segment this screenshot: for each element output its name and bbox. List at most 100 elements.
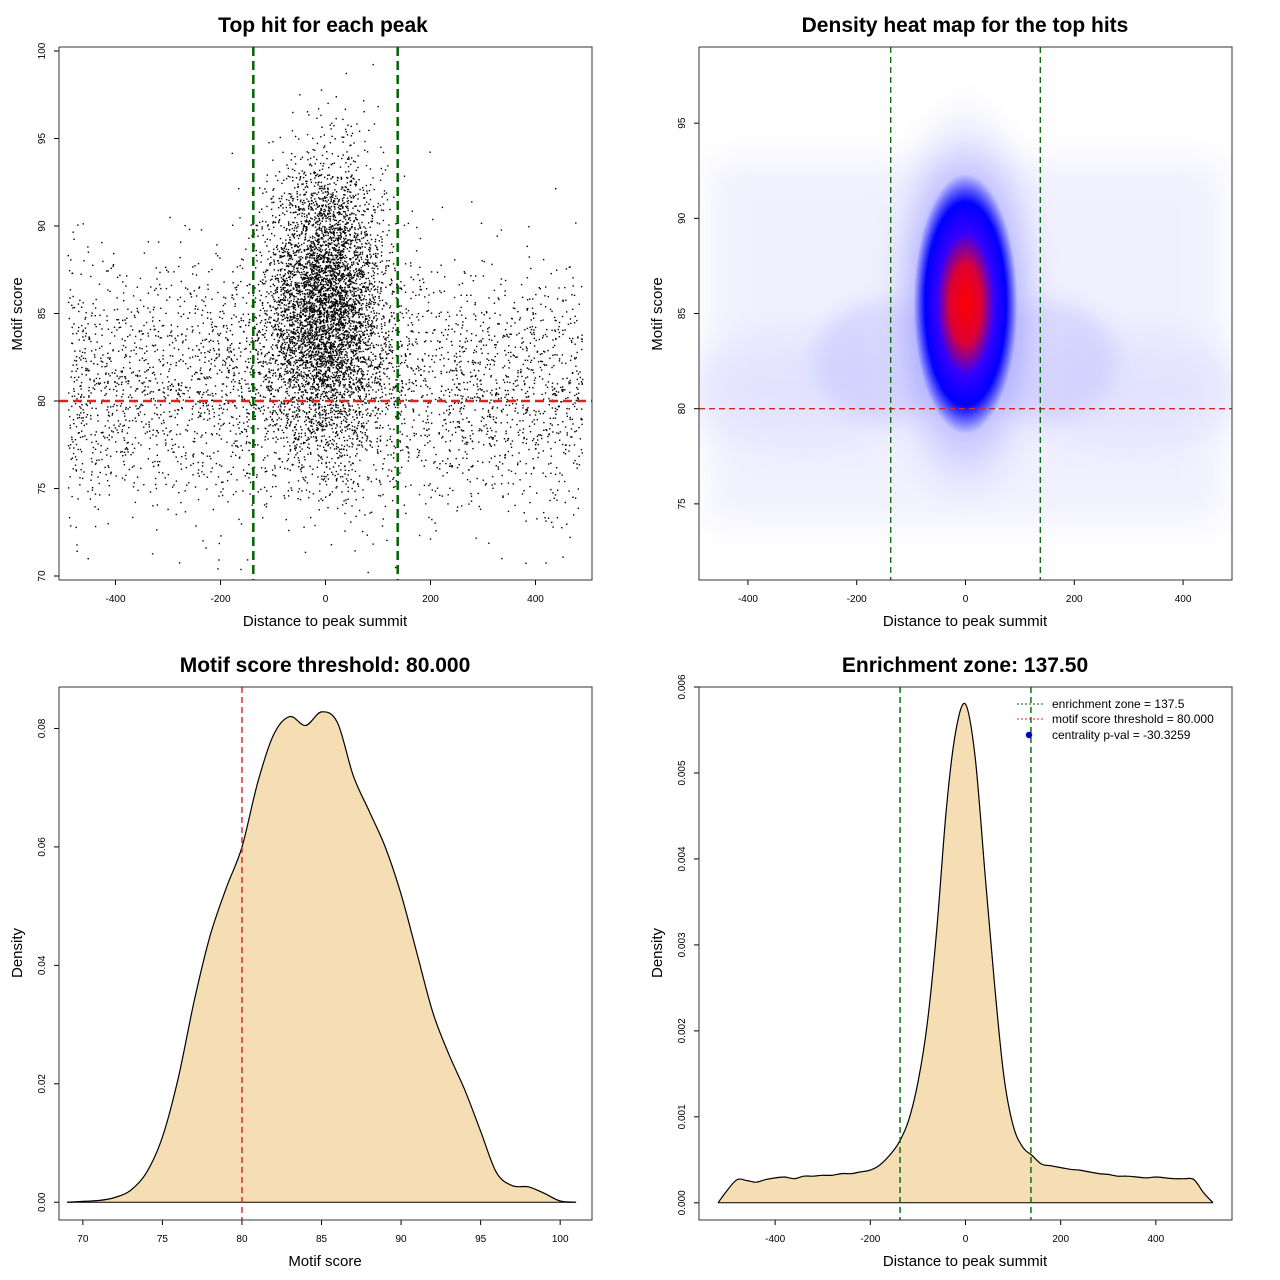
scatter-point xyxy=(318,217,320,220)
scatter-point xyxy=(343,202,346,204)
distance-density-ylabel: Density xyxy=(649,927,666,978)
scatter-point xyxy=(350,197,352,199)
scatter-point xyxy=(288,262,290,265)
scatter-point xyxy=(270,369,273,371)
scatter-point xyxy=(292,198,295,200)
scatter-point xyxy=(332,216,335,218)
scatter-point xyxy=(283,299,285,302)
scatter-point xyxy=(297,403,299,405)
scatter-point xyxy=(319,169,321,172)
scatter-point xyxy=(311,203,313,205)
scatter-point xyxy=(327,257,330,259)
scatter-point xyxy=(329,278,331,280)
scatter-point xyxy=(388,353,390,355)
scatter-point xyxy=(325,297,327,300)
scatter-point xyxy=(323,425,325,427)
scatter-point xyxy=(291,270,294,272)
scatter-point xyxy=(338,278,340,280)
scatter-point xyxy=(340,422,342,425)
scatter-point xyxy=(320,256,322,259)
scatter-point xyxy=(358,311,360,313)
scatter-point xyxy=(320,290,322,292)
scatter-point xyxy=(340,352,343,354)
scatter-point xyxy=(341,186,343,188)
scatter-point xyxy=(267,224,269,226)
scatter-point xyxy=(248,319,251,321)
scatter-point xyxy=(336,452,338,455)
scatter-point xyxy=(320,343,323,346)
scatter-point xyxy=(312,383,314,385)
scatter-point xyxy=(283,255,286,257)
scatter-point xyxy=(299,176,302,178)
scatter-point xyxy=(326,261,328,263)
scatter-point xyxy=(259,251,261,253)
scatter-point xyxy=(348,317,350,320)
scatter-point xyxy=(325,425,327,428)
scatter-point xyxy=(360,426,363,428)
scatter-point xyxy=(380,288,382,290)
scatter-point xyxy=(292,252,295,254)
scatter-point xyxy=(325,271,328,273)
scatter-point xyxy=(330,409,332,412)
scatter-point xyxy=(318,355,320,357)
scatter-point xyxy=(398,305,401,307)
scatter-point xyxy=(301,327,303,329)
scatter-point xyxy=(264,378,266,381)
scatter-point xyxy=(337,264,340,267)
scatter-point xyxy=(272,332,274,334)
scatter-point xyxy=(350,191,352,193)
scatter-point xyxy=(308,344,310,346)
scatter-point xyxy=(338,351,341,353)
scatter-point xyxy=(304,432,306,434)
scatter-point xyxy=(335,223,337,225)
scatter-point xyxy=(337,278,340,280)
scatter-point xyxy=(292,352,294,354)
scatter-point xyxy=(307,261,309,263)
scatter-point xyxy=(266,310,268,312)
scatter-point xyxy=(321,249,324,251)
scatter-point xyxy=(320,360,322,362)
scatter-point xyxy=(339,213,341,215)
scatter-point xyxy=(332,295,334,297)
scatter-point xyxy=(299,94,301,96)
scatter-point xyxy=(309,361,312,363)
scatter-point xyxy=(343,245,345,247)
scatter-point xyxy=(316,273,319,275)
scatter-point xyxy=(314,403,316,406)
scatter-point xyxy=(360,377,363,380)
scatter-point xyxy=(344,420,347,423)
scatter-point xyxy=(328,282,330,284)
scatter-point xyxy=(317,108,320,110)
scatter-point xyxy=(357,233,359,235)
scatter-point xyxy=(294,336,296,339)
scatter-point xyxy=(321,393,324,395)
scatter-point xyxy=(338,412,341,414)
scatter-point xyxy=(335,405,337,407)
scatter-point xyxy=(281,262,284,264)
scatter-point xyxy=(317,335,319,337)
scatter-point xyxy=(310,178,312,181)
scatter-point xyxy=(337,391,339,394)
scatter-point xyxy=(321,204,323,207)
scatter-point xyxy=(362,321,365,323)
scatter-point xyxy=(371,381,374,384)
scatter-point xyxy=(337,323,340,325)
scatter-point xyxy=(324,405,326,408)
scatter-point xyxy=(316,259,318,261)
scatter-point xyxy=(341,228,343,230)
scatter-point xyxy=(288,193,290,195)
scatter-point xyxy=(354,550,356,552)
scatter-point xyxy=(337,274,339,276)
scatter-point xyxy=(357,193,359,195)
scatter-point xyxy=(324,228,326,230)
scatter-point xyxy=(321,385,323,388)
scatter-point xyxy=(329,289,331,292)
scatter-point xyxy=(340,236,342,238)
scatter-point xyxy=(291,195,293,198)
scatter-point xyxy=(364,197,366,199)
scatter-point xyxy=(272,141,274,143)
scatter-point xyxy=(318,228,320,230)
scatter-point xyxy=(334,227,336,230)
scatter-point xyxy=(309,284,312,286)
scatter-point xyxy=(328,213,330,215)
